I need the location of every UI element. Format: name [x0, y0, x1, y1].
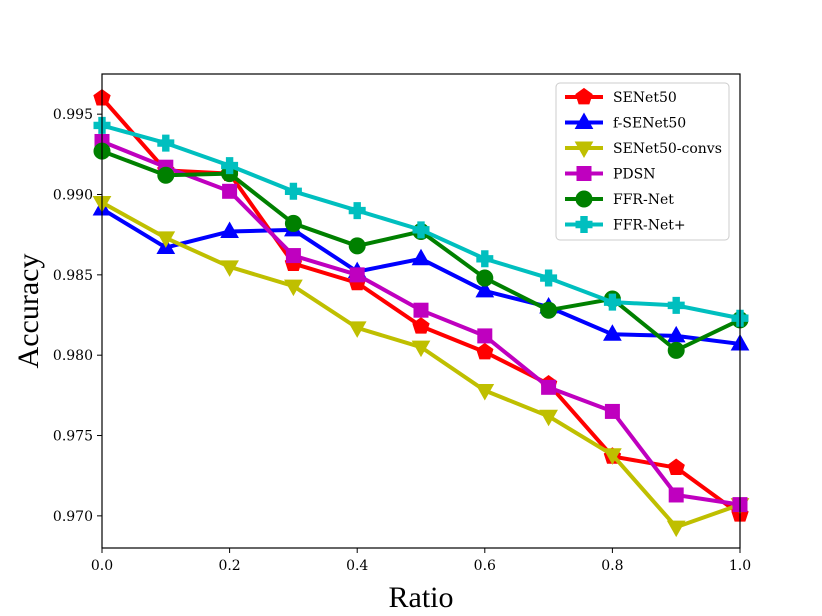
x-tick-label: 0.0 — [91, 558, 113, 574]
data-point-senet50-convs — [411, 340, 431, 358]
data-point-pdsn — [222, 183, 238, 199]
series-ffr-net — [93, 116, 749, 327]
legend-swatch-marker — [574, 141, 594, 159]
data-point-pdsn — [541, 379, 557, 395]
legend-label: SENet50 — [613, 90, 677, 106]
plot-area-frame — [101, 73, 741, 549]
data-point-ffr-net — [284, 214, 302, 232]
data-point-f-senet50 — [475, 280, 495, 298]
series-pdsn — [94, 133, 748, 513]
data-point-ffr-net — [603, 293, 621, 311]
data-point-ffr-net — [667, 341, 685, 359]
x-tick-label: 0.8 — [601, 558, 623, 574]
data-point-ffr-net — [476, 250, 494, 268]
data-point-senet50 — [476, 342, 494, 360]
legend-swatch-marker — [574, 112, 594, 129]
data-point-f-senet50 — [220, 221, 239, 238]
x-axis-title: Ratio — [389, 581, 454, 614]
legend-swatch-marker — [575, 190, 593, 208]
y-tick-label: 0.980 — [53, 348, 93, 364]
data-point-ffr-net — [157, 134, 175, 152]
legend-swatch-marker — [575, 87, 593, 105]
data-point-ffr-net — [284, 182, 302, 200]
legend-item-f-senet50: f-SENet50 — [565, 112, 686, 132]
legend-label: f-SENet50 — [613, 116, 686, 132]
legend-label: FFR-Net — [613, 192, 674, 208]
legend-item-ffr-net: FFR-Net+ — [565, 216, 686, 234]
x-tick-label: 1.0 — [729, 558, 751, 574]
data-point-pdsn — [477, 328, 493, 344]
legend-swatch-marker — [575, 216, 593, 233]
data-point-ffr-net — [476, 269, 494, 287]
y-tick-label: 0.990 — [53, 188, 93, 204]
data-point-pdsn — [668, 487, 684, 503]
data-point-ffr-net — [667, 296, 685, 314]
data-point-ffr-net — [157, 166, 175, 184]
data-point-senet50-convs — [603, 448, 622, 465]
data-point-senet50-convs — [539, 409, 558, 427]
data-point-pdsn — [413, 302, 429, 318]
data-point-senet50-convs — [156, 231, 176, 248]
data-point-senet50-convs — [475, 384, 495, 401]
data-point-senet50-convs — [666, 520, 686, 538]
data-point-pdsn — [604, 403, 620, 419]
y-tick-label: 0.970 — [53, 509, 93, 525]
legend-label: PDSN — [613, 167, 656, 183]
legend-item-senet50-convs: SENet50-convs — [565, 141, 722, 159]
legend-item-senet50: SENet50 — [565, 87, 677, 106]
data-point-senet50 — [667, 458, 685, 476]
legend-item-ffr-net: FFR-Net — [565, 190, 674, 208]
data-point-ffr-net — [348, 202, 366, 220]
data-point-pdsn — [285, 248, 301, 264]
legend-label: FFR-Net+ — [613, 218, 686, 234]
x-tick-label: 0.6 — [474, 558, 496, 574]
series-senet50-convs — [92, 196, 750, 538]
legend: SENet50 f-SENet50 SENet50-convs PDSN FFR-Net… — [555, 82, 730, 241]
legend-item-pdsn: PDSN — [565, 166, 656, 183]
legend-swatch-marker — [576, 166, 592, 181]
axes-layer: 0.0 0.2 0.4 0.6 0.8 1.0 0.970 0.975 0.980 0.985 0.… — [53, 107, 751, 574]
data-point-pdsn — [349, 267, 365, 283]
y-tick-label: 0.975 — [53, 429, 93, 445]
data-point-senet50-convs — [347, 321, 367, 338]
data-point-ffr-net — [221, 157, 239, 175]
y-tick-label: 0.995 — [53, 107, 93, 123]
y-tick-label: 0.985 — [53, 268, 93, 284]
data-point-ffr-net — [540, 301, 558, 319]
data-point-ffr-net — [348, 237, 366, 255]
data-point-ffr-net — [540, 269, 558, 287]
legend-label: SENet50-convs — [613, 141, 722, 157]
data-point-f-senet50 — [411, 248, 431, 266]
x-tick-label: 0.4 — [346, 558, 368, 574]
data-point-ffr-net — [412, 221, 430, 239]
x-tick-label: 0.2 — [218, 558, 240, 574]
data-point-senet50 — [412, 317, 430, 334]
data-point-f-senet50 — [603, 324, 622, 341]
data-point-senet50-convs — [284, 279, 303, 297]
data-point-senet50-convs — [220, 260, 239, 277]
y-axis-title: Accuracy — [12, 254, 45, 369]
